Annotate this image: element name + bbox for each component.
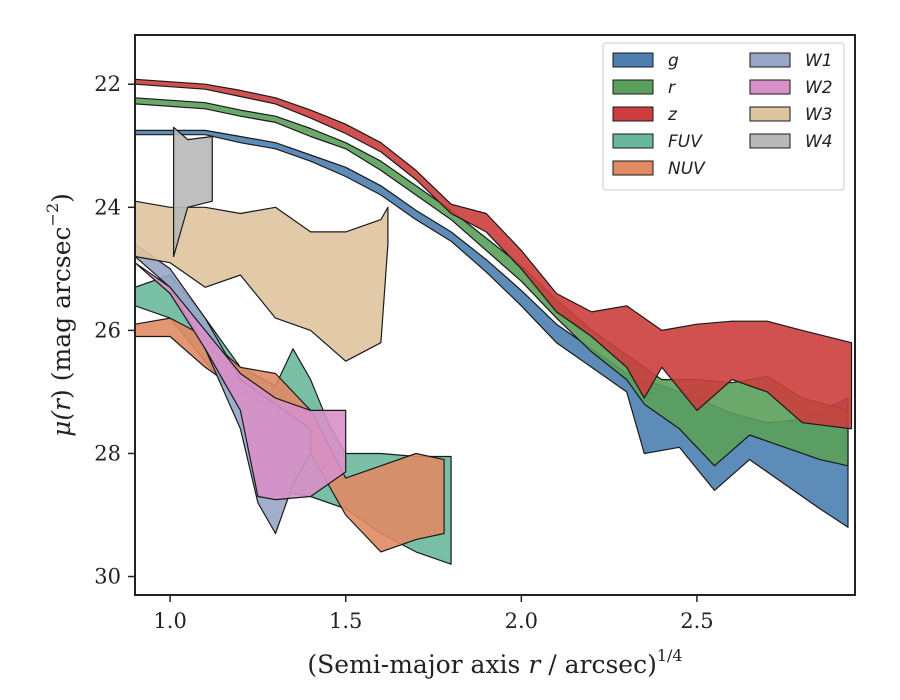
band-g bbox=[135, 129, 849, 528]
legend-label-w2: W2 bbox=[805, 78, 833, 98]
legend-swatch-w2 bbox=[749, 79, 791, 95]
band-w3 bbox=[135, 200, 389, 362]
y-axis: 22 24 26 28 30 bbox=[94, 72, 135, 589]
x-tick-label: 1.5 bbox=[329, 609, 362, 633]
x-tick-label: 2.0 bbox=[505, 609, 538, 633]
y-tick-label: 30 bbox=[94, 565, 121, 589]
series-bands bbox=[135, 78, 853, 565]
plot-border bbox=[134, 34, 856, 596]
legend-swatch-w1 bbox=[749, 52, 791, 68]
y-tick-label: 22 bbox=[94, 72, 121, 96]
legend-label-w1: W1 bbox=[805, 51, 833, 71]
legend-label-g: g bbox=[668, 51, 679, 71]
legend-label-z: z bbox=[667, 105, 678, 125]
y-tick-label: 24 bbox=[94, 195, 121, 219]
legend-swatch-w3 bbox=[749, 106, 791, 122]
legend-label-w3: W3 bbox=[805, 105, 833, 125]
x-axis: 1.0 1.5 2.0 2.5 bbox=[153, 595, 714, 633]
y-axis-title: μ(r) (mag arcsec−2) bbox=[43, 193, 76, 437]
band-w2 bbox=[135, 262, 347, 501]
band-z bbox=[135, 78, 853, 430]
y-tick-label: 26 bbox=[94, 318, 121, 342]
axes-frame bbox=[134, 34, 856, 596]
y-tick-label: 28 bbox=[94, 441, 121, 465]
x-tick-label: 2.5 bbox=[680, 609, 713, 633]
legend: grz FUV NUV W1 W2 W3 W4 bbox=[602, 42, 845, 191]
legend-swatch-z bbox=[612, 106, 654, 122]
legend-swatch-g bbox=[612, 52, 654, 68]
legend-swatch-nuv bbox=[612, 160, 654, 176]
legend-swatch-r bbox=[612, 79, 654, 95]
band-w4 bbox=[173, 126, 213, 258]
legend-swatch-w4 bbox=[749, 133, 791, 149]
legend-swatch-fuv bbox=[612, 133, 654, 149]
legend-label-r: r bbox=[668, 78, 676, 98]
x-axis-title: (Semi-major axis r / arcsec)1/4 bbox=[307, 646, 682, 679]
x-tick-label: 1.0 bbox=[153, 609, 186, 633]
legend-label-w4: W4 bbox=[805, 132, 833, 152]
legend-label-nuv: NUV bbox=[668, 159, 706, 179]
band-r bbox=[135, 97, 849, 467]
legend-label-fuv: FUV bbox=[668, 132, 703, 152]
